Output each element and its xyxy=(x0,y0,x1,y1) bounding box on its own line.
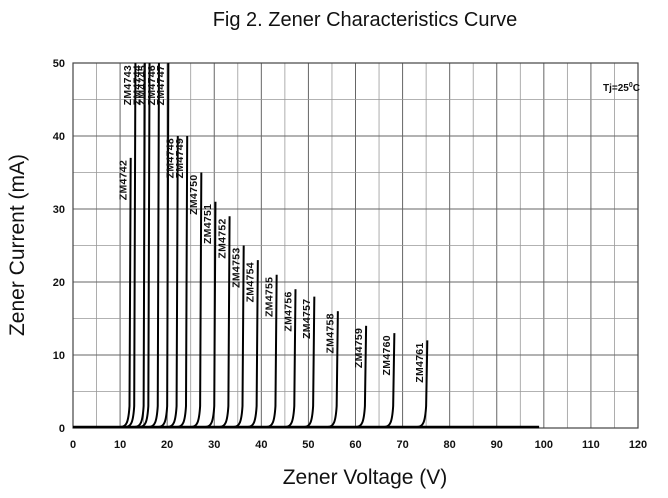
x-tick-label: 110 xyxy=(582,439,600,451)
y-axis-label: Zener Current (mA) xyxy=(6,154,29,336)
curve-zm4755 xyxy=(266,274,278,428)
curve-label-zm4761: ZM4761 xyxy=(414,342,426,382)
x-axis-label: Zener Voltage (V) xyxy=(283,466,448,489)
zener-curves xyxy=(120,62,429,428)
x-tick-label: 90 xyxy=(491,439,503,451)
temperature-annotation-unit: C xyxy=(633,83,640,94)
y-axis-ticks: 0 10 20 30 40 50 xyxy=(53,58,65,435)
curve-zm4757 xyxy=(304,296,316,428)
temperature-annotation-text: Tj=25 xyxy=(603,83,629,94)
x-tick-label: 70 xyxy=(396,439,408,451)
y-tick-label: 50 xyxy=(53,58,65,70)
y-tick-label: 30 xyxy=(53,204,65,216)
curve-zm4754 xyxy=(247,260,259,428)
y-tick-label: 0 xyxy=(59,423,65,435)
curve-zm4744 xyxy=(134,62,146,428)
x-tick-label: 100 xyxy=(535,439,553,451)
curve-label-zm4752: ZM4752 xyxy=(216,218,228,258)
x-tick-label: 50 xyxy=(302,439,314,451)
chart-title: Fig 2. Zener Characteristics Curve xyxy=(213,9,518,31)
curve-label-zm4756: ZM4756 xyxy=(282,291,294,331)
curve-label-zm4755: ZM4755 xyxy=(263,277,275,317)
curve-label-zm4747: ZM4747 xyxy=(155,65,167,105)
curve-label-zm4750: ZM4750 xyxy=(188,175,200,215)
curve-label-zm4745: ZM4745 xyxy=(136,65,148,105)
curve-zm4759 xyxy=(355,325,368,428)
curve-zm4746 xyxy=(148,62,160,428)
curve-label-zm4760: ZM4760 xyxy=(381,335,393,375)
y-tick-label: 20 xyxy=(53,277,65,289)
curve-zm4758 xyxy=(327,311,339,428)
x-tick-label: 20 xyxy=(161,439,173,451)
x-tick-label: 40 xyxy=(255,439,267,451)
curve-label-zm4751: ZM4751 xyxy=(202,204,214,244)
y-tick-label: 40 xyxy=(53,131,65,143)
curve-label-zm4743: ZM4743 xyxy=(122,65,134,105)
curve-label-zm4759: ZM4759 xyxy=(353,328,365,368)
x-tick-label: 60 xyxy=(349,439,361,451)
curve-label-zm4746: ZM4746 xyxy=(146,65,158,105)
curve-zm4761 xyxy=(417,340,429,428)
x-tick-label: 10 xyxy=(114,439,126,451)
curve-zm4756 xyxy=(285,289,297,428)
curve-zm4760 xyxy=(384,333,396,428)
curve-zm4753 xyxy=(233,245,245,428)
x-tick-label: 0 xyxy=(70,439,76,451)
curve-zm4751 xyxy=(205,201,217,428)
x-axis-ticks: 0 10 20 30 40 50 60 70 80 90 100 110 120 xyxy=(70,439,647,451)
curve-zm4745 xyxy=(139,62,151,428)
curve-label-zm4748: ZM4748 xyxy=(165,138,177,178)
curve-zm4747 xyxy=(158,62,170,428)
x-tick-label: 120 xyxy=(629,439,647,451)
temperature-annotation: Tj=250C xyxy=(603,82,640,94)
temperature-annotation-sup: 0 xyxy=(629,82,633,89)
x-tick-label: 80 xyxy=(444,439,456,451)
x-tick-label: 30 xyxy=(208,439,220,451)
curve-label-zm4757: ZM4757 xyxy=(301,299,313,339)
y-tick-label: 10 xyxy=(53,350,65,362)
curve-zm4748 xyxy=(167,135,179,428)
curve-label-zm4749: ZM4749 xyxy=(174,138,186,178)
curve-zm4752 xyxy=(219,216,231,428)
curve-zm4743 xyxy=(125,62,137,428)
curve-zm4742 xyxy=(120,157,132,428)
curve-label-zm4754: ZM4754 xyxy=(245,262,257,302)
curve-label-zm4753: ZM4753 xyxy=(231,248,243,288)
curve-zm4749 xyxy=(176,135,189,428)
curve-label-zm4744: ZM4744 xyxy=(132,65,144,105)
curve-zm4750 xyxy=(191,172,203,428)
curve-label-zm4758: ZM4758 xyxy=(325,313,337,353)
curve-label-zm4742: ZM4742 xyxy=(118,160,130,200)
